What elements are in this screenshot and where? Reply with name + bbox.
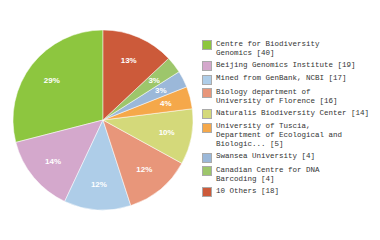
html-text:Mined from GenBank, NCBI [17]: Mined from GenBank, NCBI [17] <box>216 74 347 83</box>
html-text:Naturalis Biodiversity Center: Naturalis Biodiversity Center [14] <box>216 108 369 117</box>
svg-text:10%: 10% <box>159 128 175 137</box>
svg-text:14%: 14% <box>45 157 61 166</box>
svg-text:4%: 4% <box>160 99 172 108</box>
html-text:Swansea University [4]: Swansea University [4] <box>216 152 315 161</box>
svg-text:3%: 3% <box>155 86 167 95</box>
svg-text:29%: 29% <box>44 76 60 85</box>
svg-text:3%: 3% <box>148 76 160 85</box>
html-text:Biology department of Universi: Biology department of University of Flor… <box>216 87 338 105</box>
html-text:Canadian Centre for DNA Barcod: Canadian Centre for DNA Barcoding [4] <box>216 165 320 183</box>
svg-text:13%: 13% <box>121 56 137 65</box>
html-text:Beijing Genomics Institute [19: Beijing Genomics Institute [19] <box>216 60 356 69</box>
svg-text:12%: 12% <box>91 180 107 189</box>
html-text:10 Others [18]: 10 Others [18] <box>216 186 279 195</box>
html-text:Centre for Biodiversity Genomi: Centre for Biodiversity Genomics [40] <box>216 39 320 57</box>
html-text:University of Tuscia, Departme: University of Tuscia, Department of Ecol… <box>216 122 342 149</box>
svg-text:12%: 12% <box>136 165 152 174</box>
